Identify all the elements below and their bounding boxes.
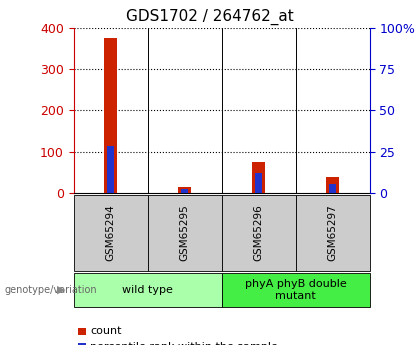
Text: GSM65297: GSM65297	[328, 205, 338, 261]
Bar	[178, 187, 191, 193]
Text: GDS1702 / 264762_at: GDS1702 / 264762_at	[126, 9, 294, 25]
Bar	[326, 177, 339, 193]
Bar	[104, 38, 117, 193]
Bar	[107, 146, 114, 193]
Text: phyA phyB double
mutant: phyA phyB double mutant	[245, 279, 346, 300]
Bar	[255, 173, 262, 193]
Bar	[329, 184, 336, 193]
Text: genotype/variation: genotype/variation	[4, 285, 97, 295]
Text: GSM65296: GSM65296	[254, 205, 264, 261]
Text: GSM65295: GSM65295	[179, 205, 189, 261]
Text: wild type: wild type	[122, 285, 173, 295]
Text: count: count	[90, 326, 122, 336]
Bar	[181, 189, 188, 193]
Text: percentile rank within the sample: percentile rank within the sample	[90, 342, 278, 345]
Text: GSM65294: GSM65294	[105, 205, 116, 261]
Text: ▶: ▶	[57, 285, 65, 295]
Bar	[252, 162, 265, 193]
